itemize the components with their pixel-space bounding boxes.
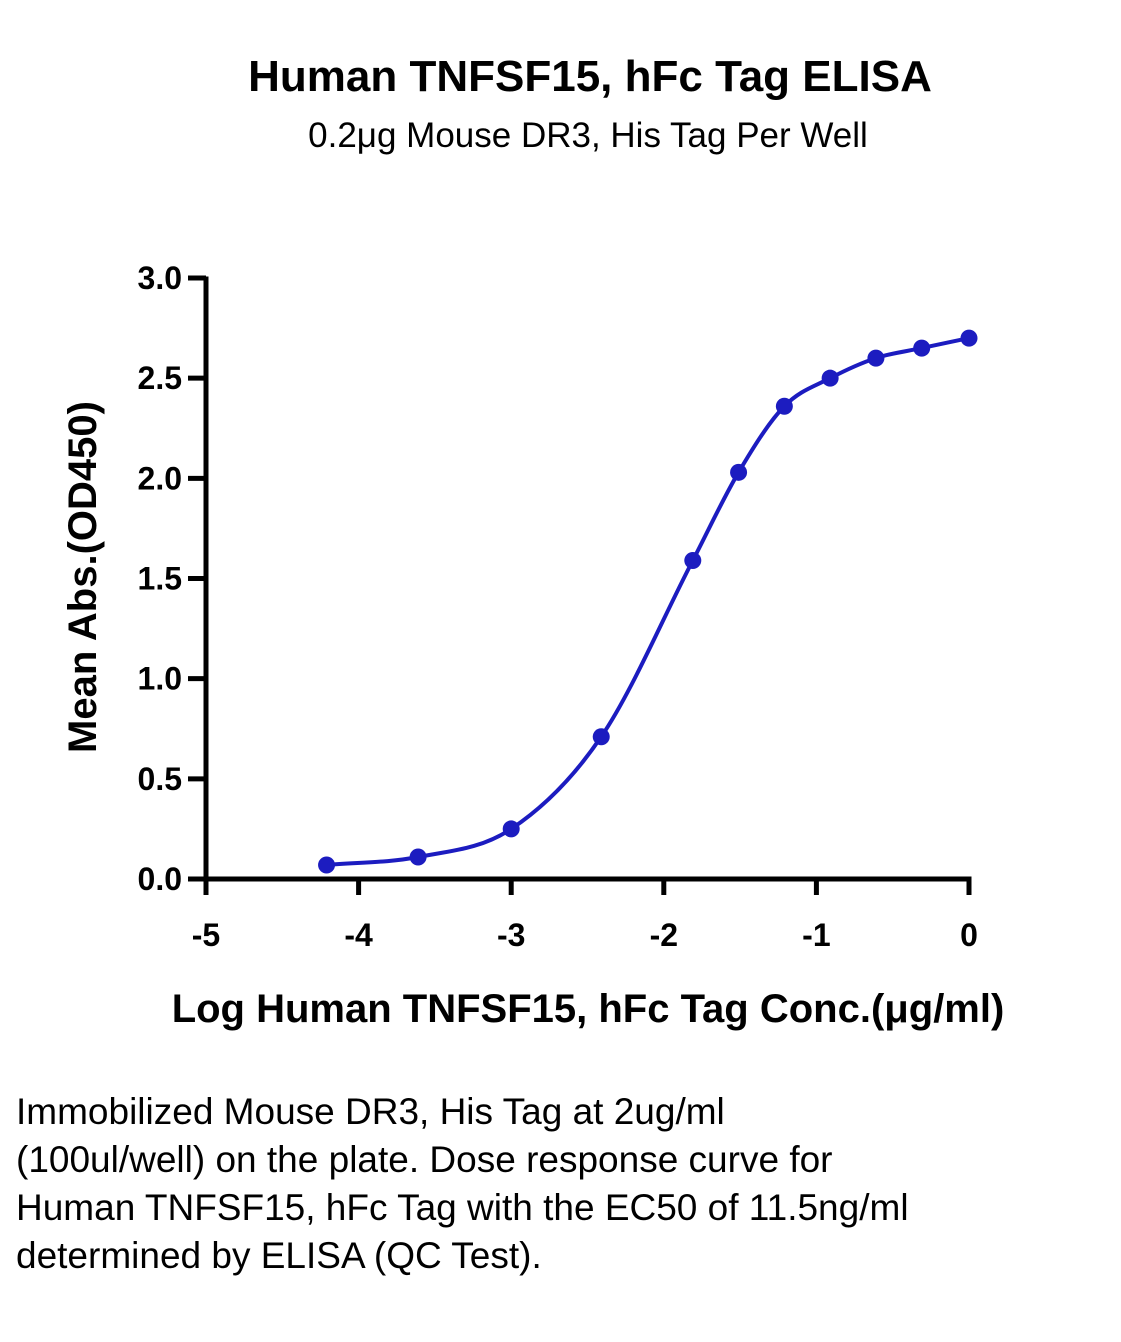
figure-caption: Immobilized Mouse DR3, His Tag at 2ug/ml… (16, 1091, 909, 1276)
chart-title: Human TNFSF15, hFc Tag ELISA (248, 52, 932, 101)
data-points-layer (318, 329, 978, 874)
elisa-dose-response-chart: 0.0 0.5 1.0 1.5 2.0 2.5 3.0 -5 -4 -3 -2 -1 0 Log Hum… (61, 260, 1005, 1031)
data-point (913, 339, 931, 357)
data-point (867, 349, 885, 367)
data-point (592, 728, 610, 746)
y-tick-label: 2.5 (138, 360, 182, 396)
y-tick-label: 0.0 (138, 861, 182, 897)
data-point (409, 848, 427, 866)
chart-subtitle: 0.2μg Mouse DR3, His Tag Per Well (308, 116, 868, 155)
x-tick-label: 0 (960, 917, 978, 953)
y-tick-label: 2.0 (138, 460, 182, 496)
y-tick-label: 1.5 (138, 561, 182, 597)
x-tick-label: -1 (802, 917, 830, 953)
x-tick-label: -4 (344, 917, 373, 953)
data-point (730, 463, 748, 481)
y-tick-label: 1.0 (138, 661, 182, 697)
data-point (821, 369, 839, 387)
fit-curve (326, 336, 970, 867)
data-point (684, 551, 702, 569)
y-axis-label: Mean Abs.(OD450) (61, 401, 105, 753)
y-tick-label: 0.5 (138, 761, 182, 797)
data-point (318, 856, 336, 874)
data-point (775, 397, 793, 415)
y-tick-label: 3.0 (138, 260, 182, 296)
fit-curve-layer (326, 336, 970, 867)
x-tick-label: -5 (192, 917, 220, 953)
data-point (960, 329, 978, 347)
x-tick-label: -3 (497, 917, 525, 953)
x-tick-label: -2 (650, 917, 678, 953)
x-axis-label: Log Human TNFSF15, hFc Tag Conc.(μg/ml) (172, 987, 1005, 1031)
chart-axes: 0.0 0.5 1.0 1.5 2.0 2.5 3.0 -5 -4 -3 -2 -1 0 (138, 260, 978, 953)
data-point (502, 820, 520, 838)
